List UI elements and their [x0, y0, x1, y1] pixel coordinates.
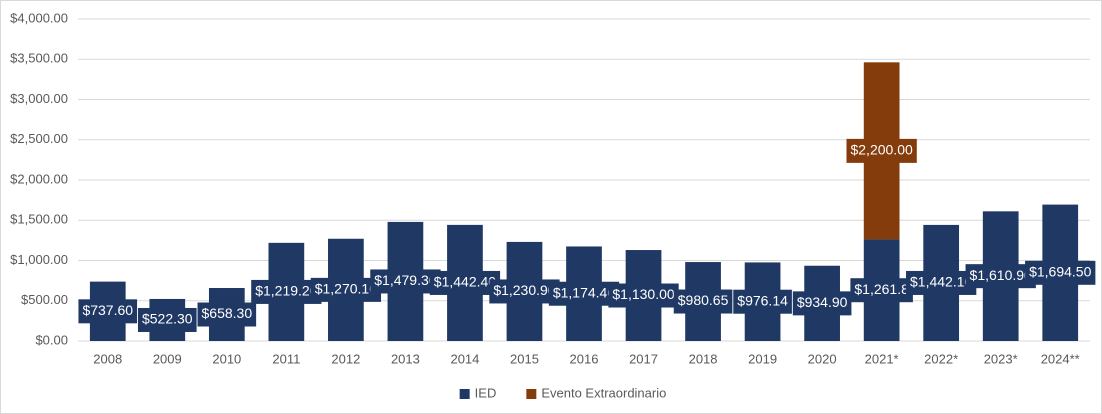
data-label-bg: [846, 138, 917, 163]
y-tick-label: $1,000.00: [10, 252, 68, 267]
x-tick-label: 2008: [93, 351, 122, 366]
data-label: $1,270.10: [315, 281, 377, 297]
data-label: $1,130.00: [612, 286, 674, 302]
data-label: $1,230.90: [493, 282, 555, 298]
data-label: $522.30: [142, 311, 193, 327]
x-tick-label: 2013: [391, 351, 420, 366]
data-label: $2,200.00: [850, 142, 912, 158]
legend-label: Evento Extraordinario: [541, 385, 666, 400]
data-label: $1,479.30: [374, 272, 436, 288]
y-tick-label: $4,000.00: [10, 10, 68, 25]
x-tick-label: 2019: [748, 351, 777, 366]
data-label-bg: [197, 302, 257, 327]
data-label: $1,610.90: [970, 267, 1032, 283]
data-label: $737.60: [82, 302, 133, 318]
x-tick-label: 2023*: [984, 351, 1018, 366]
data-label-bg: [370, 269, 441, 294]
data-label: $1,174.40: [553, 284, 615, 300]
y-tick-label: $2,500.00: [10, 131, 68, 146]
legend: IED Evento Extraordinario: [459, 385, 666, 400]
data-label-bg: [608, 283, 679, 308]
x-tick-label: 2020: [808, 351, 837, 366]
y-tick-label: $500.00: [21, 292, 68, 307]
x-tick-label: 2024**: [1041, 351, 1080, 366]
y-tick-label: $2,000.00: [10, 171, 68, 186]
data-label-bg: [1025, 260, 1096, 285]
x-tick-label: 2010: [212, 351, 241, 366]
x-tick-label: 2016: [570, 351, 599, 366]
data-label-bg: [137, 307, 197, 332]
legend-swatch: [459, 389, 470, 399]
data-label-bg: [792, 291, 852, 316]
data-label: $934.90: [797, 294, 848, 310]
x-tick-label: 2021*: [865, 351, 899, 366]
x-tick-label: 2009: [153, 351, 182, 366]
x-tick-label: 2017: [629, 351, 658, 366]
data-label-bg: [78, 299, 138, 324]
data-label-bg: [548, 281, 620, 306]
data-label: $1,442.10: [910, 274, 972, 290]
y-tick-label: $1,500.00: [10, 212, 68, 227]
y-tick-label: $0.00: [35, 332, 68, 347]
data-label-bg: [850, 278, 913, 303]
data-label: $1,694.50: [1029, 263, 1091, 279]
x-tick-label: 2012: [331, 351, 360, 366]
data-label-bg: [310, 277, 382, 302]
x-tick-label: 2015: [510, 351, 539, 366]
y-tick-label: $3,000.00: [10, 91, 68, 106]
labels: $737.60$522.30 $658.30$1,219.20$1,270.10$…: [78, 138, 1096, 332]
data-label-bg: [965, 264, 1036, 289]
x-tick-label: 2011: [272, 351, 300, 366]
x-tick-label: 2018: [689, 351, 718, 366]
data-label-bg: [489, 279, 560, 304]
x-tick-label: 2022*: [924, 351, 958, 366]
data-label: $976.14: [737, 292, 788, 308]
data-label: $1,261.8: [854, 281, 909, 297]
data-label-bg: [429, 270, 501, 295]
x-tick-label: 2014: [450, 351, 479, 366]
legend-swatch: [526, 389, 537, 399]
data-label-bg: [673, 289, 733, 314]
grid: [78, 18, 1090, 342]
data-label: $658.30: [202, 305, 253, 321]
data-label: $1,442.40: [434, 274, 496, 290]
data-label-bg: [733, 289, 792, 314]
data-label-bg: [251, 279, 322, 304]
data-label: $1,219.20: [255, 283, 317, 299]
y-tick-label: $3,500.00: [10, 51, 68, 66]
data-label-bg: [906, 270, 977, 295]
data-label: $980.65: [678, 292, 729, 308]
legend-label: IED: [475, 385, 497, 400]
